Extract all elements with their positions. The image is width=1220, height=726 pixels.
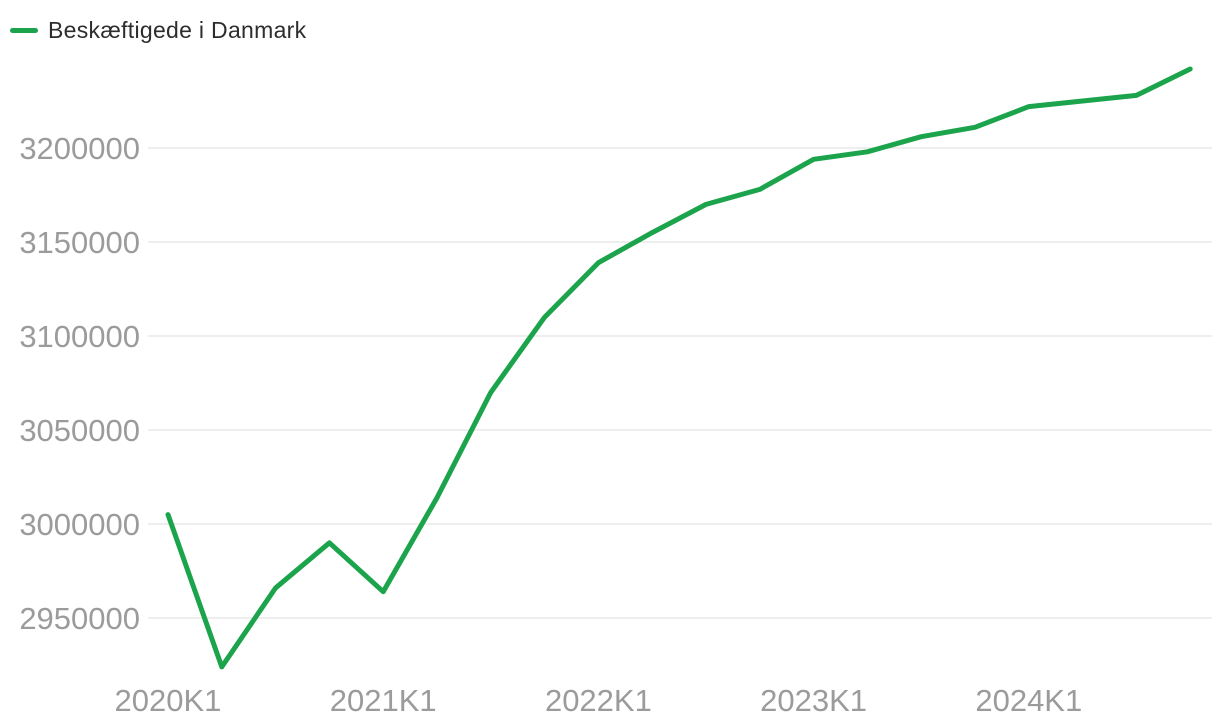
x-tick-label: 2023K1 <box>760 683 867 718</box>
legend-label: Beskæftigede i Danmark <box>48 17 307 43</box>
y-axis-labels: 3200000 3150000 3100000 3050000 3000000 29500… <box>19 131 140 636</box>
y-tick-label: 3150000 <box>19 225 140 260</box>
legend-item[interactable]: Beskæftigede i Danmark <box>10 16 306 44</box>
y-tick-label: 3100000 <box>19 319 140 354</box>
y-tick-label: 3200000 <box>19 131 140 166</box>
gridlines <box>148 147 1212 619</box>
x-tick-label: 2020K1 <box>115 683 222 718</box>
y-tick-label: 3000000 <box>19 507 140 542</box>
legend-line-swatch <box>10 27 38 33</box>
y-tick-label: 2950000 <box>19 601 140 636</box>
x-tick-label: 2022K1 <box>545 683 652 718</box>
y-tick-label: 3050000 <box>19 413 140 448</box>
x-tick-label: 2021K1 <box>330 683 437 718</box>
x-axis-labels: 2020K1 2021K1 2022K1 2023K1 2024K1 <box>115 683 1083 718</box>
series-line[interactable] <box>165 66 1193 670</box>
x-tick-label: 2024K1 <box>975 683 1082 718</box>
